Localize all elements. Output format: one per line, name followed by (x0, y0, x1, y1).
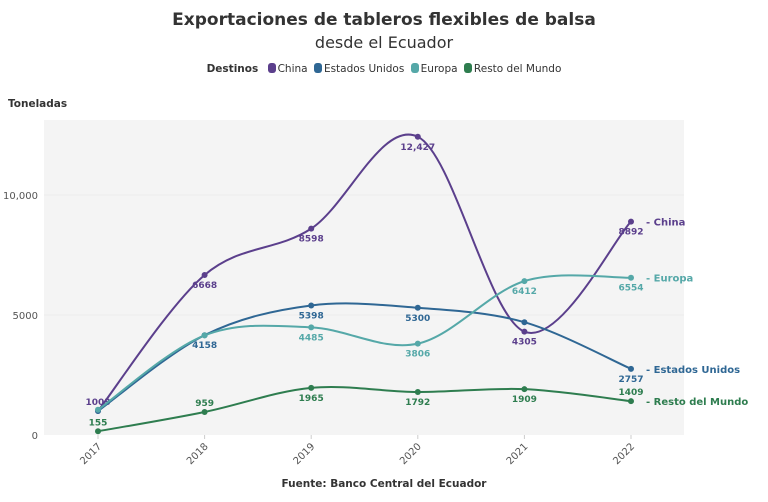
series-end-label: - Estados Unidos (646, 365, 740, 376)
data-label: 8892 (618, 228, 643, 238)
data-label: 1909 (512, 395, 537, 405)
legend-label: Estados Unidos (323, 63, 405, 75)
chart-title: Exportaciones de tableros flexibles de b… (172, 10, 596, 30)
data-point (308, 384, 315, 391)
x-tick-label: 2021 (505, 441, 531, 467)
data-point (414, 340, 421, 347)
data-label: 6412 (512, 287, 537, 297)
legend-swatch (463, 63, 472, 73)
legend-label: Europa (420, 63, 458, 75)
data-label: 2757 (618, 375, 643, 385)
data-point (414, 304, 421, 311)
data-label: 5300 (405, 314, 430, 324)
series-line-1 (97, 302, 632, 412)
data-point (414, 133, 421, 140)
source-note: Fuente: Banco Central del Ecuador (281, 478, 487, 490)
y-tick-label: 0 (32, 431, 38, 442)
data-label: 8598 (299, 235, 324, 245)
data-point (201, 332, 208, 339)
x-tick-label: 2018 (185, 441, 211, 467)
legend-item-resto[interactable]: Resto del Mundo (461, 63, 561, 75)
legend-swatch (410, 63, 419, 73)
data-label: 1003 (85, 398, 110, 408)
data-point (201, 271, 208, 278)
data-label: 12,427 (400, 143, 435, 153)
legend-item-europa[interactable]: Europa (408, 63, 458, 75)
data-point (521, 328, 528, 335)
x-tick-label: 2017 (78, 441, 104, 467)
data-label: 6554 (618, 284, 643, 294)
data-point (414, 388, 421, 395)
legend-title: Destinos (206, 63, 259, 75)
data-point (521, 386, 528, 393)
data-point (628, 365, 634, 372)
data-label: 6668 (192, 281, 217, 291)
plot-background (44, 120, 684, 435)
data-point (308, 302, 315, 309)
data-label: 155 (89, 418, 108, 428)
data-point (521, 278, 528, 285)
chart-subtitle: desde el Ecuador (314, 33, 454, 52)
data-point (628, 274, 634, 281)
legend-item-estados-unidos[interactable]: Estados Unidos (311, 63, 404, 75)
series-line-0 (97, 133, 632, 412)
y-tick-label: 10,000 (3, 191, 38, 202)
data-point (521, 319, 528, 326)
series-line-2 (97, 274, 632, 411)
x-tick-label: 2019 (292, 441, 318, 467)
series-line-3 (97, 385, 632, 433)
data-point (95, 406, 101, 413)
data-point (201, 408, 208, 415)
data-point (308, 225, 315, 232)
data-label: 5398 (299, 311, 324, 321)
y-axis-label: Toneladas (8, 98, 68, 110)
data-label: 4305 (512, 338, 537, 348)
data-label: 4158 (192, 341, 217, 351)
data-point (308, 324, 315, 331)
legend-label: China (277, 63, 308, 75)
legend-item-china[interactable]: China (265, 63, 308, 75)
data-label: 959 (195, 399, 214, 409)
legend-swatch (313, 63, 322, 73)
legend: Destinos China Estados Unidos Europa Res… (0, 63, 768, 75)
data-point (628, 218, 634, 225)
series-end-label: - Resto del Mundo (646, 397, 748, 408)
data-label: 1409 (618, 388, 643, 398)
series-end-label: - China (646, 218, 685, 229)
data-label: 1965 (299, 394, 324, 404)
data-point (95, 428, 101, 435)
y-tick-label: 5000 (13, 311, 38, 322)
data-point (628, 398, 634, 405)
data-label: 3806 (405, 350, 430, 360)
legend-label: Resto del Mundo (473, 63, 562, 75)
data-label: 4485 (299, 333, 324, 343)
legend-swatch (267, 63, 276, 73)
series-end-label: - Europa (646, 274, 693, 285)
x-tick-label: 2020 (398, 441, 424, 467)
x-tick-label: 2022 (611, 441, 637, 467)
data-label: 1792 (405, 398, 430, 408)
